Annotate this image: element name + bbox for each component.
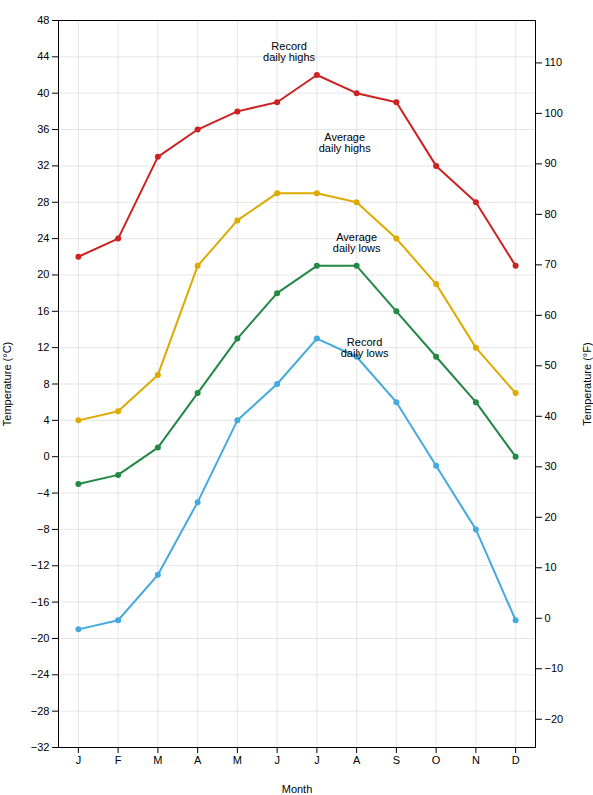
svg-text:J: J xyxy=(314,754,320,766)
svg-text:−10: −10 xyxy=(545,662,564,674)
svg-text:110: 110 xyxy=(545,56,563,68)
svg-text:A: A xyxy=(353,754,361,766)
svg-text:44: 44 xyxy=(37,50,49,62)
svg-text:−16: −16 xyxy=(31,596,50,608)
svg-text:−12: −12 xyxy=(31,559,50,571)
svg-text:−8: −8 xyxy=(37,523,50,535)
svg-text:M: M xyxy=(153,754,162,766)
svg-text:Averagedaily lows: Averagedaily lows xyxy=(333,231,381,254)
svg-text:36: 36 xyxy=(37,123,49,135)
svg-text:Temperature (°C): Temperature (°C) xyxy=(1,342,13,426)
svg-text:80: 80 xyxy=(545,208,557,220)
svg-text:40: 40 xyxy=(545,410,557,422)
svg-text:30: 30 xyxy=(545,460,557,472)
svg-text:−28: −28 xyxy=(31,705,50,717)
svg-text:J: J xyxy=(274,754,280,766)
svg-text:28: 28 xyxy=(37,196,49,208)
svg-text:48: 48 xyxy=(37,14,49,26)
svg-text:20: 20 xyxy=(37,268,49,280)
svg-text:Recorddaily lows: Recorddaily lows xyxy=(341,336,389,359)
svg-text:A: A xyxy=(194,754,202,766)
svg-text:8: 8 xyxy=(43,378,49,390)
svg-text:12: 12 xyxy=(37,341,49,353)
svg-text:100: 100 xyxy=(545,107,563,119)
svg-text:32: 32 xyxy=(37,159,49,171)
svg-text:0: 0 xyxy=(545,612,551,624)
svg-text:−4: −4 xyxy=(37,487,50,499)
svg-text:4: 4 xyxy=(43,414,49,426)
svg-text:10: 10 xyxy=(545,561,557,573)
svg-text:0: 0 xyxy=(43,450,49,462)
svg-text:40: 40 xyxy=(37,87,49,99)
svg-text:Averagedaily highs: Averagedaily highs xyxy=(319,131,371,154)
svg-text:−24: −24 xyxy=(31,668,50,680)
svg-text:Temperature (°F): Temperature (°F) xyxy=(581,342,593,425)
svg-text:90: 90 xyxy=(545,157,557,169)
svg-text:50: 50 xyxy=(545,359,557,371)
svg-text:70: 70 xyxy=(545,258,557,270)
svg-text:−20: −20 xyxy=(545,713,564,725)
svg-text:N: N xyxy=(472,754,480,766)
svg-text:60: 60 xyxy=(545,309,557,321)
svg-text:S: S xyxy=(393,754,400,766)
svg-text:D: D xyxy=(512,754,520,766)
svg-text:J: J xyxy=(76,754,82,766)
svg-text:−32: −32 xyxy=(31,741,50,753)
svg-text:−20: −20 xyxy=(31,632,50,644)
svg-text:M: M xyxy=(233,754,242,766)
svg-text:16: 16 xyxy=(37,305,49,317)
svg-text:24: 24 xyxy=(37,232,49,244)
svg-text:Month: Month xyxy=(282,783,313,795)
svg-text:F: F xyxy=(115,754,122,766)
svg-text:Recorddaily highs: Recorddaily highs xyxy=(263,40,315,63)
svg-text:O: O xyxy=(432,754,441,766)
svg-text:20: 20 xyxy=(545,511,557,523)
